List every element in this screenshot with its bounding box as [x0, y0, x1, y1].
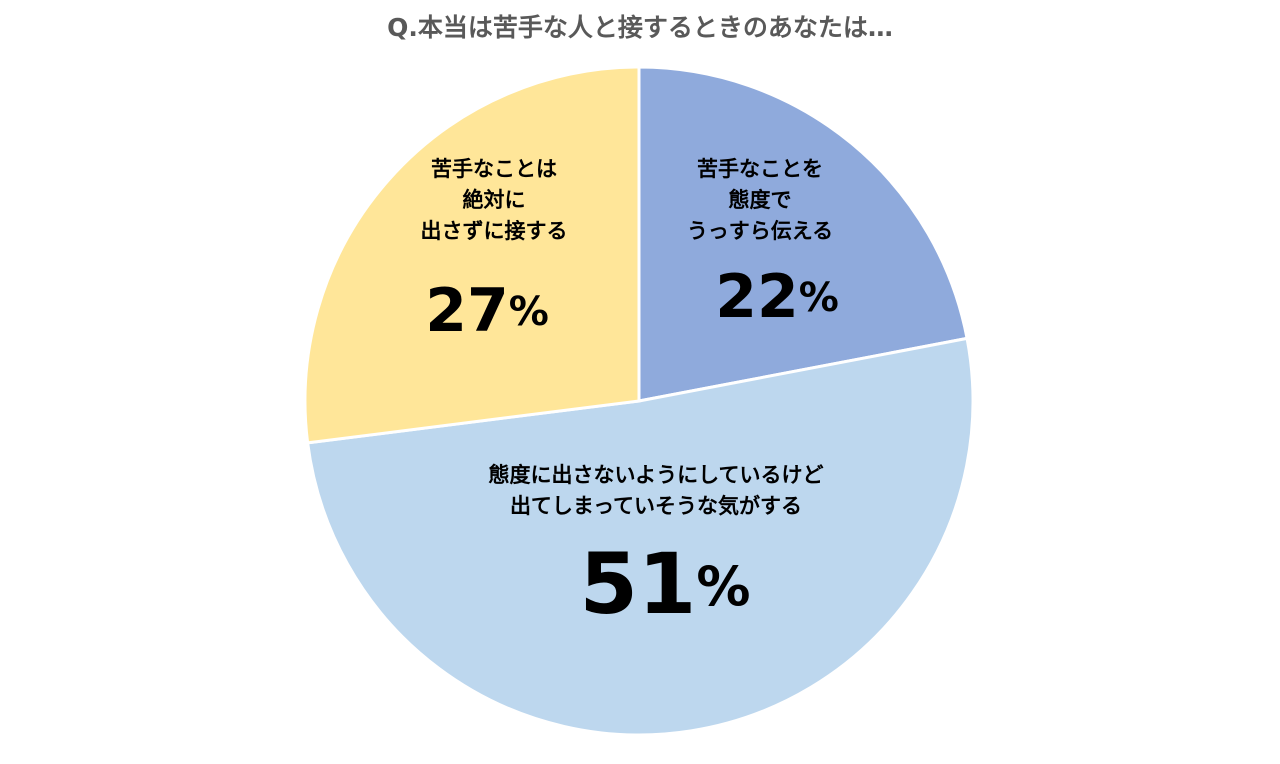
slice-label-line: 苦手なことは: [431, 157, 557, 181]
chart-title: Q.本当は苦手な人と接するときのあなたは…: [387, 13, 893, 42]
slice-label-line: うっすら伝える: [687, 219, 833, 243]
slice-value-label-0: 22%: [715, 262, 839, 332]
slice-label-line: 出てしまっていそうな気がする: [510, 494, 802, 518]
slice-value-label-2: 27%: [425, 276, 549, 346]
pie-slice-2: [303, 65, 641, 445]
slice-label-line: 苦手なことを: [697, 157, 823, 181]
slice-label-line: 絶対に: [463, 188, 526, 212]
slice-label-line: 態度で: [729, 188, 792, 212]
pie-slices: [303, 65, 975, 737]
slice-label-line: 態度に出さないようにしているけど: [489, 463, 824, 487]
pie-slice-1: [305, 336, 975, 737]
slice-value-label-1: 51%: [579, 535, 750, 633]
slice-label-line: 出さずに接する: [421, 219, 568, 243]
pie-slice-0: [637, 65, 969, 403]
